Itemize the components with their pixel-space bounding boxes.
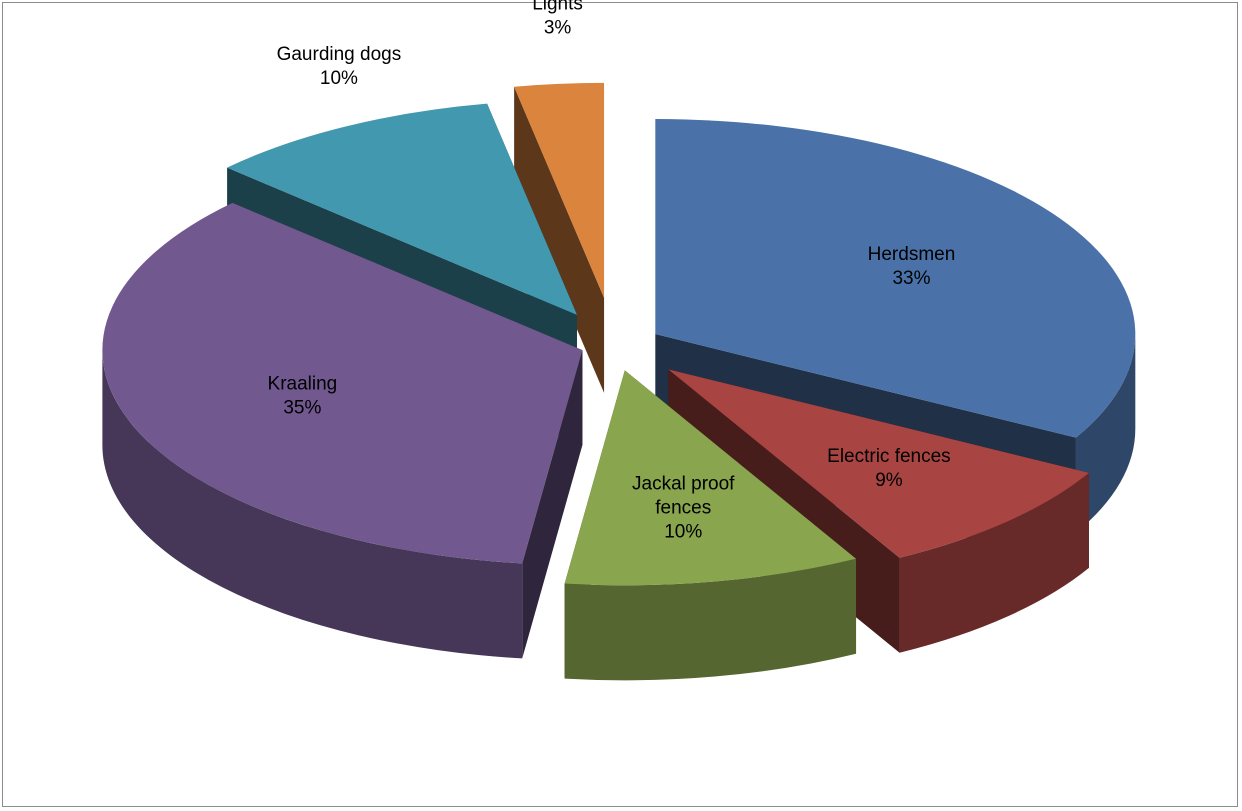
pie-pct-kraaling: 35% [283, 397, 321, 418]
pie-label-lights: Lights 3% [532, 0, 583, 38]
pie-name-lights: Lights [532, 0, 583, 14]
pie-label-gaurding-dogs: Gaurding dogs 10% [277, 44, 402, 89]
pie-name-jackal-proof-fences: fences [655, 498, 711, 519]
pie-name-jackal-proof-fences: Jackal proof [632, 474, 735, 495]
pie-slice-jackal-proof-fences [564, 370, 857, 586]
pie-slice-herdsmen [655, 119, 1136, 438]
pie-pct-lights: 3% [544, 17, 572, 38]
pie-name-electric-fences: Electric fences [827, 446, 951, 467]
pie-pct-gaurding-dogs: 10% [320, 68, 358, 89]
pie-pct-herdsmen: 33% [892, 268, 930, 289]
pie-pct-electric-fences: 9% [875, 470, 903, 491]
pie-label-electric-fences: Electric fences 9% [827, 446, 951, 491]
pie-slice-herdsmen-side-0 [1075, 334, 1136, 533]
pie-slice-gaurding-dogs [227, 103, 578, 315]
pie-label-layer: Herdsmen 33% Electric fences 9% Jackal proof… [268, 0, 956, 543]
pie-slice-lights [514, 82, 605, 298]
pie-label-herdsmen: Herdsmen 33% [868, 244, 956, 289]
pie-slice-electric-fences-side-0 [899, 472, 1089, 653]
pie-slice-lights-wall-0 [514, 86, 605, 393]
pie-slice-kraaling-side-0 [102, 350, 523, 659]
pie-top-layer [102, 82, 1136, 586]
pie-pct-jackal-proof-fences: 10% [664, 522, 702, 543]
pie-label-kraaling: Kraaling 35% [268, 373, 338, 418]
pie-name-kraaling: Kraaling [268, 373, 338, 394]
pie-slice-electric-fences [668, 369, 1089, 558]
pie-name-gaurding-dogs: Gaurding dogs [277, 44, 402, 65]
pie-slice-kraaling [102, 202, 583, 564]
pie-name-herdsmen: Herdsmen [868, 244, 956, 265]
pie-slice-jackal-proof-fences-side-0 [564, 558, 857, 681]
pie-label-jackal-proof-fences: Jackal proof fences 10% [632, 474, 735, 543]
